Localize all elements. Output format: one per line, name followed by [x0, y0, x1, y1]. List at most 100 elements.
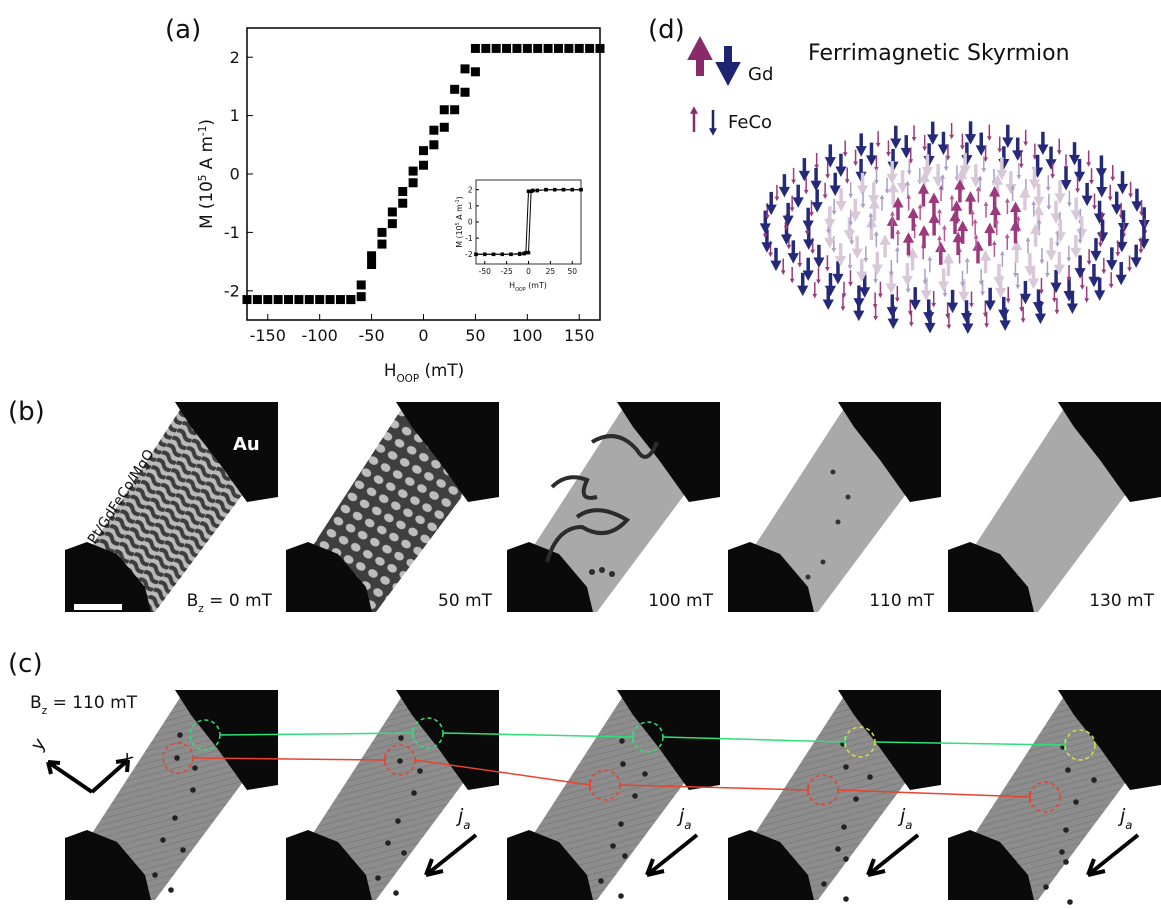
spin-head: [937, 209, 942, 214]
data-point: [492, 253, 496, 256]
skyrmion: [168, 887, 174, 893]
data-point: [263, 295, 272, 304]
spin-head: [874, 231, 879, 236]
skyrmion: [152, 872, 158, 878]
spin-head: [890, 138, 901, 149]
spin-head: [1019, 187, 1030, 198]
data-point: [596, 44, 605, 53]
x-tick-label: 50: [567, 267, 577, 276]
y-axis-label-part: ): [455, 196, 464, 199]
spin-head: [946, 325, 951, 330]
spin-head: [1052, 298, 1057, 303]
skyrmion: [821, 560, 826, 565]
micrograph: [948, 402, 1161, 612]
data-point: [367, 251, 376, 260]
spin-head: [937, 235, 942, 240]
y-tick-label: 0: [468, 218, 473, 227]
skyrmion: [172, 815, 178, 821]
spin-head: [1046, 250, 1057, 261]
data-point: [585, 44, 594, 53]
spin-head: [1094, 290, 1105, 301]
y-axis-label-part: 5: [197, 175, 209, 182]
spin-head: [791, 180, 796, 185]
axes-arrows: [48, 760, 128, 792]
skyrmion: [401, 850, 407, 856]
x-tick-label: -100: [302, 326, 338, 345]
spin-head: [788, 253, 799, 264]
x-axis-label-part: (mT): [526, 281, 547, 290]
field-label-part: = 110 mT: [47, 693, 137, 713]
spin-head: [1096, 187, 1107, 198]
spin-head: [781, 235, 792, 246]
spin-head: [950, 195, 955, 200]
spin-head: [1139, 249, 1144, 254]
x-tick-label: 25: [546, 267, 556, 276]
spin-head: [715, 62, 741, 86]
spin-head: [940, 174, 945, 179]
current-arrow: [426, 835, 476, 875]
spin-head: [995, 288, 1006, 299]
spin-head: [943, 253, 954, 264]
spin-head: [912, 137, 917, 142]
field-label-part: B: [187, 591, 199, 611]
spin-head: [852, 249, 863, 260]
spin-head: [1060, 180, 1071, 191]
spin-head: [886, 152, 891, 157]
scale-bar: [74, 604, 122, 610]
current-label: ja: [897, 805, 913, 832]
spin-head: [949, 211, 960, 222]
spin-head: [823, 300, 834, 311]
spin-head: [687, 36, 713, 60]
spin-head: [984, 201, 989, 206]
data-point: [544, 44, 553, 53]
skyrmion: [853, 796, 859, 802]
spin-head: [779, 187, 790, 198]
field-label: Bz = 110 mT: [30, 693, 138, 717]
spin-head: [799, 171, 810, 182]
x-axis-label-part: H: [384, 360, 397, 380]
spin-head: [853, 161, 858, 166]
y-axis-label-part: M (10: [196, 181, 216, 229]
spin-head: [848, 265, 853, 270]
data-point: [518, 252, 522, 256]
spin-head: [853, 311, 864, 322]
spin-head: [869, 198, 880, 209]
spin-head: [990, 205, 1001, 216]
spin-head: [812, 202, 823, 213]
spin-head: [1067, 203, 1072, 208]
data-point: [284, 295, 293, 304]
spin-head: [872, 264, 883, 275]
spin-head: [1066, 258, 1071, 263]
skyrmion: [180, 847, 186, 853]
spin-head: [931, 303, 936, 308]
spin-head: [835, 166, 846, 177]
spin-head: [825, 157, 836, 168]
figure: (a)(b)(c)(d)-150-100-50050100150-2-1012H…: [0, 0, 1161, 909]
skyrmion: [160, 837, 166, 843]
spin-head: [790, 207, 795, 212]
spin-head: [825, 267, 830, 272]
data-point: [544, 188, 548, 192]
skyrmion: [411, 790, 417, 796]
x-axis-label-part: OOP: [396, 373, 419, 385]
spin-head: [1005, 198, 1010, 203]
spin-head: [907, 171, 912, 176]
skyrmion: [622, 853, 628, 859]
spin-head: [1116, 275, 1127, 286]
field-label: 100 mT: [648, 591, 713, 611]
x-tick-label: -150: [250, 326, 286, 345]
spin-head: [863, 258, 868, 263]
data-point: [564, 44, 573, 53]
data-point: [398, 187, 407, 196]
skyrmion: [174, 755, 180, 761]
data-point: [409, 178, 418, 187]
spin-head: [793, 197, 804, 208]
x-tick-label: 50: [465, 326, 485, 345]
current-label-part: a: [684, 818, 691, 832]
spin-head: [1050, 283, 1061, 294]
spin-head: [849, 241, 854, 246]
spin-head: [918, 225, 929, 236]
spin-head: [987, 136, 992, 141]
spin-head: [935, 242, 946, 253]
spin-head: [709, 128, 717, 136]
